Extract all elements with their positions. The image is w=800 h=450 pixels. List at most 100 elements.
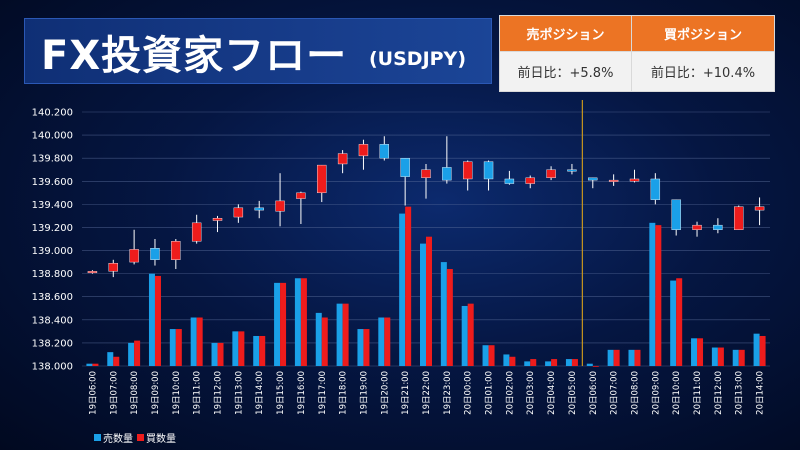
y-tick-label: 138.800 [32, 269, 73, 280]
buy-volume-bar [113, 356, 120, 366]
sell-volume-bar [753, 333, 760, 366]
candle-body [296, 192, 306, 199]
legend-buy-label: 買数量 [146, 434, 176, 445]
sell-volume-bar [274, 282, 281, 366]
x-tick-label: 19日15:00 [276, 371, 286, 415]
x-tick-label: 20日12:00 [714, 371, 724, 415]
x-tick-label: 19日17:00 [318, 371, 328, 415]
sell-volume-bar [420, 243, 426, 366]
candle-body [400, 157, 410, 177]
y-tick-label: 139.800 [32, 154, 73, 165]
page-title: FX投資家フロー [41, 33, 348, 79]
x-tick-label: 19日06:00 [88, 371, 98, 415]
buy-volume-bar [655, 225, 662, 366]
buy-volume-bar [321, 317, 328, 366]
x-tick-label: 19日20:00 [380, 371, 390, 415]
sell-volume-bar [336, 303, 343, 366]
y-tick-label: 138.200 [32, 338, 73, 349]
buy-volume-bar [551, 359, 558, 366]
y-tick-label: 139.600 [32, 177, 73, 188]
buy-volume-bar [175, 329, 182, 366]
x-tick-label: 20日07:00 [610, 371, 620, 415]
candle-body [754, 206, 765, 211]
sell-volume-bar [294, 278, 301, 366]
candle-body [171, 241, 181, 260]
buy-volume-bar [405, 206, 412, 366]
x-tick-label: 19日19:00 [359, 371, 369, 415]
x-tick-label: 20日02:00 [505, 371, 515, 415]
buy-volume-bar [446, 269, 453, 366]
candle-body [671, 199, 681, 230]
sell-volume-bar [524, 361, 531, 366]
candle-body [713, 224, 723, 230]
x-tick-label: 19日21:00 [401, 371, 411, 415]
sell-volume-bar [315, 312, 322, 366]
legend-buy-swatch [137, 434, 144, 441]
candle-body [692, 224, 702, 230]
sell-volume-bar [461, 305, 468, 366]
buy-volume-bar [488, 345, 495, 366]
y-tick-label: 139.000 [32, 246, 73, 257]
buy-volume-bar [676, 278, 683, 366]
page-subtitle: (USDJPY) [369, 48, 467, 70]
candle-body [150, 248, 160, 260]
buy-volume-bar [697, 338, 704, 366]
sell-volume-bar [399, 213, 406, 366]
legend-buy: 買数量 [137, 430, 176, 445]
candle-body [588, 177, 598, 181]
buy-volume-bar [154, 275, 161, 366]
x-tick-label: 20日05:00 [568, 371, 578, 415]
sell-volume-bar [545, 361, 552, 366]
sell-volume-bar [169, 329, 176, 366]
x-tick-label: 19日14:00 [255, 371, 265, 415]
buy-volume-bar [717, 347, 724, 366]
legend-sell-swatch [94, 434, 101, 441]
sell-volume-bar [670, 280, 677, 366]
y-tick-label: 138.000 [32, 362, 73, 373]
x-tick-label: 19日12:00 [214, 371, 224, 415]
candle-body [254, 207, 264, 211]
x-tick-label: 19日07:00 [109, 371, 119, 415]
candle-body [191, 222, 202, 242]
sell-position-header: 売ポジション [499, 15, 632, 52]
candle-body [650, 178, 661, 200]
sell-volume-bar [732, 349, 739, 366]
buy-volume-bar [259, 335, 266, 366]
x-tick-label: 20日00:00 [464, 371, 474, 415]
candle-body [483, 161, 494, 180]
buy-volume-bar [426, 236, 432, 366]
y-tick-label: 140.000 [32, 131, 73, 142]
sell-volume-bar [211, 342, 218, 366]
x-tick-label: 19日13:00 [234, 371, 244, 415]
buy-volume-bar [467, 303, 474, 366]
candle-body [233, 207, 244, 218]
buy-volume-bar [384, 317, 391, 366]
candle-body [275, 200, 285, 212]
legend-sell-label: 売数量 [103, 434, 133, 445]
y-tick-label: 138.600 [32, 292, 73, 303]
buy-volume-bar [134, 340, 141, 366]
candle-body [734, 206, 744, 230]
candle-body [108, 263, 118, 272]
buy-volume-bar [196, 317, 203, 366]
x-tick-label: 20日09:00 [651, 371, 661, 415]
x-tick-label: 20日01:00 [485, 371, 495, 415]
candle-body [212, 218, 223, 221]
candle-body [462, 161, 473, 180]
sell-volume-bar [440, 262, 447, 366]
chart-legend: 売数量 買数量 [94, 430, 180, 445]
sell-volume-bar [378, 317, 385, 366]
title-banner: FX投資家フロー (USDJPY) [24, 18, 492, 84]
buy-volume-bar [217, 342, 224, 366]
candle-body [358, 144, 369, 157]
sell-volume-bar [148, 273, 155, 366]
x-tick-label: 20日08:00 [630, 371, 640, 415]
buy-volume-bar [363, 329, 370, 366]
candle-body [608, 179, 619, 182]
x-tick-label: 19日22:00 [422, 371, 432, 415]
sell-volume-bar [86, 363, 93, 366]
candle-body [525, 177, 535, 184]
sell-volume-bar [232, 331, 239, 366]
sell-volume-bar [565, 359, 572, 366]
y-tick-label: 140.200 [32, 108, 73, 119]
